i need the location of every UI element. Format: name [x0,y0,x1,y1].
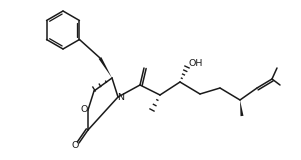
Text: OH: OH [189,59,203,68]
Text: O: O [80,105,88,115]
Text: O: O [71,141,79,151]
Polygon shape [240,100,244,116]
Text: N: N [117,92,125,101]
Polygon shape [99,57,112,78]
